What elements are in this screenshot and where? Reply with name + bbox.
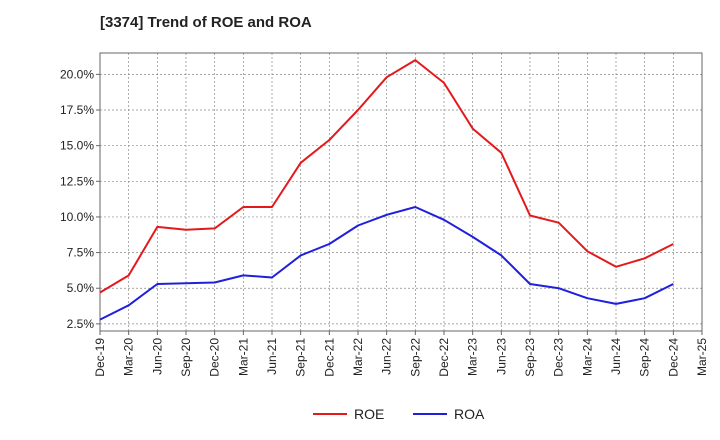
y-tick-label: 7.5% (67, 246, 95, 260)
x-axis-tick-labels: Dec-19 Mar-20 Jun-20 Sep-20 Dec-20 Mar-21 Jun-… (93, 331, 709, 377)
x-tick-label: Mar-23 (466, 338, 480, 376)
x-tick-label: Mar-25 (695, 338, 709, 376)
series-line-roa (99, 206, 674, 321)
x-tick-label: Dec-21 (322, 338, 336, 377)
x-tick-label: Jun-22 (380, 338, 394, 375)
x-tick-label: Dec-20 (208, 338, 222, 377)
x-tick-label: Dec-19 (93, 338, 107, 377)
x-tick-label: Dec-23 (552, 338, 566, 377)
legend: ROE ROA (313, 406, 485, 422)
y-tick-label: 2.5% (67, 317, 95, 331)
y-tick-label: 17.5% (60, 103, 94, 117)
y-tick-label: 20.0% (60, 67, 94, 81)
x-tick-label: Sep-23 (523, 338, 537, 377)
legend-label-roe: ROE (354, 406, 384, 422)
x-tick-label: Mar-24 (580, 338, 594, 376)
x-tick-label: Sep-21 (294, 338, 308, 377)
x-tick-label: Jun-24 (609, 338, 623, 375)
y-tick-label: 15.0% (60, 139, 94, 153)
x-tick-label: Mar-22 (351, 338, 365, 376)
x-tick-label: Sep-20 (179, 338, 193, 377)
y-tick-label: 12.5% (60, 174, 94, 188)
y-tick-label: 5.0% (67, 281, 95, 295)
y-tick-label: 10.0% (60, 210, 94, 224)
chart-title: [3374] Trend of ROE and ROA (100, 14, 312, 31)
series-line-roe (99, 59, 674, 294)
x-tick-label: Sep-24 (638, 338, 652, 377)
x-tick-label: Mar-20 (122, 338, 136, 376)
x-tick-label: Jun-20 (150, 338, 164, 375)
legend-label-roa: ROA (454, 406, 485, 422)
plot-area-frame (99, 52, 703, 332)
grid-lines (99, 53, 703, 331)
x-tick-label: Sep-22 (408, 338, 422, 377)
x-tick-label: Jun-23 (494, 338, 508, 375)
y-axis-tick-labels: 2.5% 5.0% 7.5% 10.0% 12.5% 15.0% 17.5% 20.0% (60, 67, 100, 331)
x-tick-label: Jun-21 (265, 338, 279, 375)
x-tick-label: Dec-24 (666, 338, 680, 377)
series-lines (99, 59, 674, 321)
x-tick-label: Mar-21 (236, 338, 250, 376)
x-tick-label: Dec-22 (437, 338, 451, 377)
